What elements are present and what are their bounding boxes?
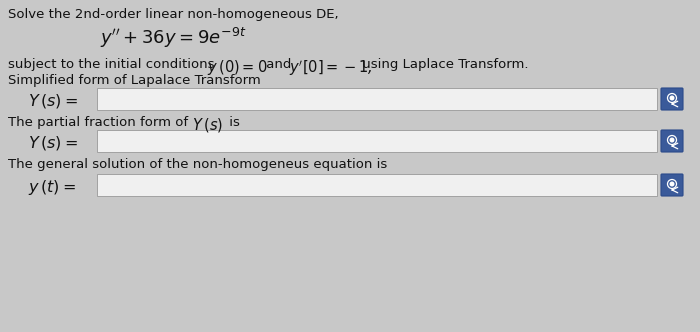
Bar	[97, 88, 657, 110]
Text: $Y\,(s)$: $Y\,(s)$	[192, 116, 223, 134]
Text: and: and	[262, 58, 295, 71]
Text: Solve the 2nd-order linear non-homogeneous DE,: Solve the 2nd-order linear non-homogeneo…	[8, 8, 339, 21]
Text: is: is	[225, 116, 240, 129]
Text: $Y\,(s) =$: $Y\,(s) =$	[28, 134, 78, 152]
Text: The partial fraction form of: The partial fraction form of	[8, 116, 188, 129]
FancyBboxPatch shape	[661, 130, 683, 152]
Circle shape	[670, 138, 674, 142]
Circle shape	[670, 182, 674, 186]
Text: using Laplace Transform.: using Laplace Transform.	[358, 58, 528, 71]
Text: $y'[0] = -1$,: $y'[0] = -1$,	[289, 58, 373, 78]
FancyBboxPatch shape	[661, 174, 683, 196]
Text: $y\,(t) =$: $y\,(t) =$	[28, 178, 76, 197]
Text: Simplified form of Lapalace Transform: Simplified form of Lapalace Transform	[8, 74, 260, 87]
Circle shape	[670, 96, 674, 100]
Bar	[97, 174, 657, 196]
Text: $Y\,(s) =$: $Y\,(s) =$	[28, 92, 78, 110]
FancyBboxPatch shape	[661, 88, 683, 110]
Text: subject to the initial conditions: subject to the initial conditions	[8, 58, 218, 71]
Text: $y'' + 36y = 9e^{-9t}$: $y'' + 36y = 9e^{-9t}$	[100, 26, 246, 50]
Bar	[97, 130, 657, 152]
Text: $y\,(0) = 0$: $y\,(0) = 0$	[207, 58, 267, 77]
Text: The general solution of the non-homogeneus equation is: The general solution of the non-homogene…	[8, 158, 387, 171]
